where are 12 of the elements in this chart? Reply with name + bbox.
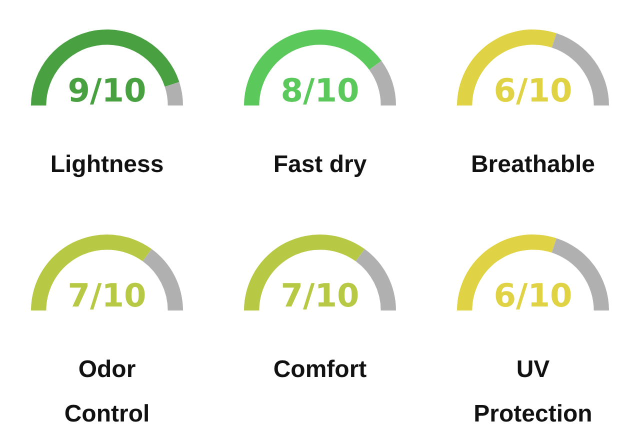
text: Fast dry	[273, 151, 368, 178]
text: 6/10	[494, 71, 572, 110]
text: 9/10	[68, 71, 146, 110]
text: 8/10	[280, 71, 360, 110]
text: Comfort	[273, 356, 367, 384]
text: 6/10	[494, 276, 572, 314]
text: 7/10	[280, 276, 360, 314]
text: Lightness	[50, 151, 164, 178]
text: UV Protection	[474, 356, 592, 428]
text: 7/10	[68, 276, 146, 314]
text: Breathable	[470, 151, 596, 178]
text: Odor Control	[64, 356, 150, 428]
